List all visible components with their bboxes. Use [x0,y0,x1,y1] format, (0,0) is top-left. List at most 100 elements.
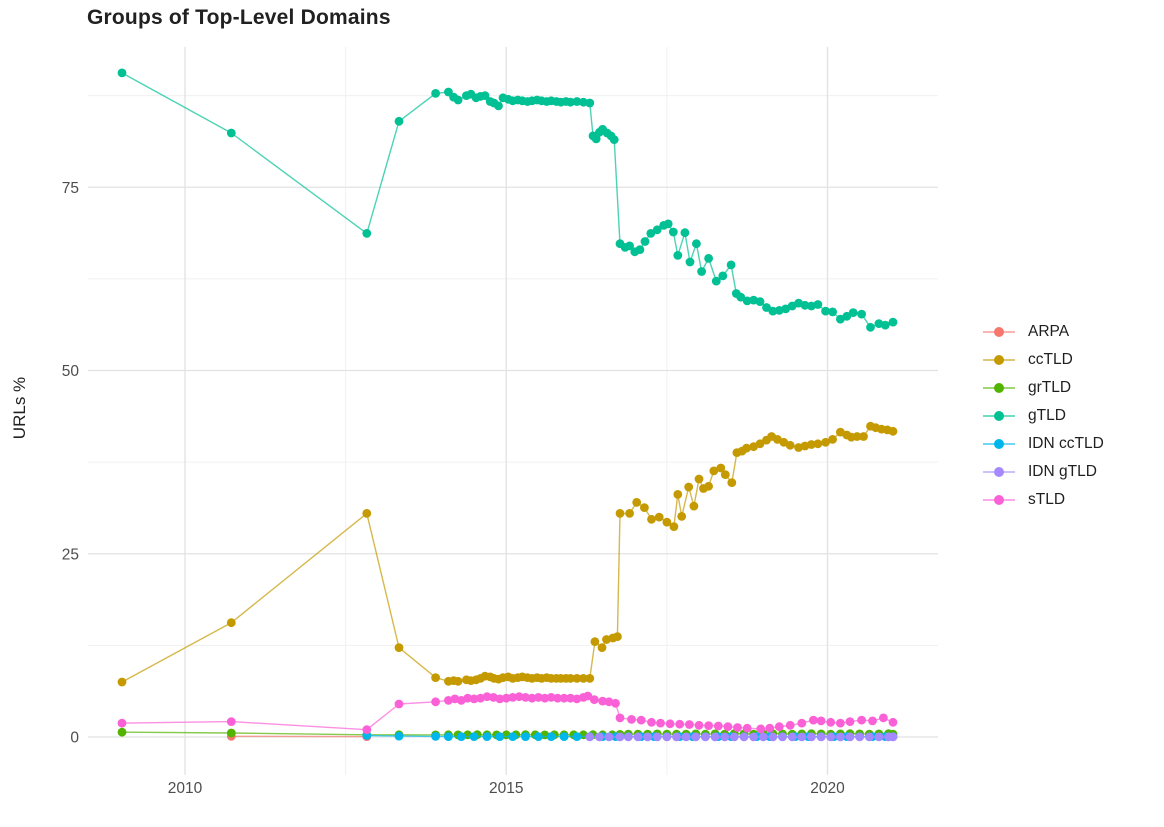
stld-point [627,715,636,724]
idn-gtld-point [816,732,826,742]
idn-gtld-point [701,732,710,742]
gtld-point [117,68,127,78]
cctld-point [785,440,795,450]
idn-gtld-point [585,732,595,742]
cctld-point [828,435,837,444]
idn-cctld-point [546,732,556,741]
stld-point [656,718,665,728]
idn-gtld-point [662,732,672,742]
stld-point [117,718,127,728]
y-tick-label: 75 [62,180,79,197]
stld-point [431,697,440,707]
stld-point [733,723,742,732]
stld-point [615,713,625,723]
gtld-point [742,296,752,306]
idn-cctld-legend-dot [994,439,1004,449]
stld-point [495,694,505,704]
gtld-point [697,267,706,276]
legend-label-idn-cctld: IDN ccTLD [1028,435,1104,452]
gtld-point [625,241,634,251]
legend-label-arpa: ARPA [1028,323,1070,340]
cctld-point [689,501,699,511]
idn-gtld-point [888,732,898,742]
gtld-line [121,72,894,328]
cctld-point [852,432,862,441]
cctld-point [673,490,683,499]
cctld-point [669,522,679,531]
idn-gtld-point [768,732,778,742]
cctld-legend-key-icon [983,355,1015,365]
x-tick-label: 2020 [810,780,845,797]
stld-point [463,693,473,703]
stld-point [857,715,866,725]
grtld-point [226,728,236,738]
stld-point [469,694,479,704]
idn-gtld-point [749,732,758,742]
gtld-point [394,116,404,126]
cctld-point [709,466,719,476]
stld-point [583,691,593,701]
stld-point [774,722,784,732]
idn-gtld-point [720,732,730,742]
cctld-point [888,426,898,436]
legend-label-cctld: ccTLD [1028,351,1073,368]
gtld-point [480,91,490,100]
cctld-point [716,463,726,473]
gtld-point [585,98,595,108]
gtld-point [800,300,810,310]
gtld-point [857,309,866,319]
idn-gtld-point [595,732,604,742]
gtld-point [828,307,837,317]
legend-item-idn-cctld: IDN ccTLD [981,430,1104,458]
idn-gtld-point [672,732,681,742]
cctld-point [859,432,868,441]
idn-gtld-point [807,732,816,742]
gtld-point [888,317,898,327]
stld-point [527,693,537,703]
gtld-point [848,308,858,317]
gtld-legend-dot [994,411,1004,421]
gtld-point [711,276,721,286]
cctld-point [226,618,236,628]
y-tick-label: 50 [62,363,80,380]
stld-point [888,717,898,727]
legend-item-idn-gtld: IDN gTLD [981,458,1104,486]
gtld-point [842,311,852,321]
stld-legend-dot [994,495,1004,505]
legend-item-gtld: gTLD [981,402,1104,430]
gtld-point [736,292,746,302]
stld-point [785,720,795,730]
series-stld [117,691,898,735]
idn-gtld-point [797,732,807,742]
cctld-point [579,674,588,683]
idn-cctld-point [534,732,543,741]
idn-cctld-point [482,732,492,741]
gtld-point [768,306,778,316]
stld-point [559,693,569,703]
stld-point [809,715,818,725]
stld-point [723,722,733,732]
gtld-point [431,89,440,98]
cctld-legend-dot [994,355,1004,365]
stld-point [534,693,543,702]
gtld-point [726,260,736,270]
idn-gtld-point [691,732,701,742]
stld-point [845,717,855,726]
stld-point [742,723,752,733]
gtld-point [692,239,701,249]
gtld-point [673,251,683,260]
gtld-point [813,300,823,309]
series-idn-gtld [585,732,898,742]
gtld-point [494,101,503,111]
idn-cctld-point [444,732,453,741]
series-cctld [117,421,898,687]
gtld-point [718,271,728,281]
gtld-point [362,229,372,238]
cctld-point [615,509,625,518]
idn-gtld-point [787,732,797,742]
gtld-point [685,257,695,267]
idn-cctld-point [508,732,518,741]
idn-gtld-point [615,732,625,742]
idn-gtld-point [681,732,691,742]
gtld-point [566,97,575,107]
